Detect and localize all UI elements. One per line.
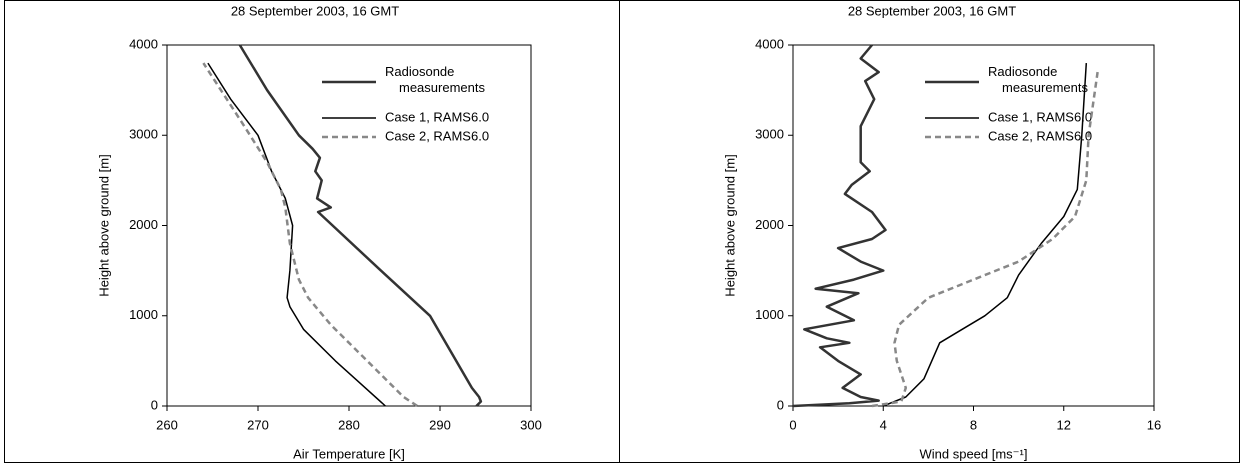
y-tick-label: 4000	[755, 36, 784, 51]
y-tick-label: 0	[151, 397, 158, 412]
chart-title: 28 September 2003, 16 GMT	[231, 3, 399, 18]
series-line	[202, 62, 418, 408]
chart-title: 28 September 2003, 16 GMT	[848, 3, 1016, 18]
plot-frame	[792, 44, 1155, 407]
series-line	[792, 44, 887, 408]
y-tick-label: 2000	[755, 217, 784, 232]
y-tick-label: 1000	[129, 307, 158, 322]
plot-frame	[166, 44, 532, 407]
x-axis-label: Air Temperature [K]	[293, 446, 405, 461]
legend-label: Case 1, RAMS6.0	[385, 109, 489, 124]
x-tick-label: 4	[880, 417, 887, 432]
y-tick-label: 3000	[755, 127, 784, 142]
x-tick-label: 8	[970, 417, 977, 432]
y-tick-label: 4000	[129, 36, 158, 51]
x-tick-label: 290	[429, 417, 451, 432]
x-tick-label: 260	[156, 417, 178, 432]
series-line	[883, 63, 1088, 407]
x-tick-label: 16	[1147, 417, 1161, 432]
y-axis-label: Height above ground [m]	[96, 154, 111, 296]
legend-label: Case 2, RAMS6.0	[988, 128, 1092, 143]
y-tick-label: 2000	[129, 217, 158, 232]
series-line	[238, 44, 483, 407]
x-tick-label: 300	[520, 417, 542, 432]
y-axis-label: Height above ground [m]	[722, 154, 737, 296]
y-tick-label: 0	[777, 397, 784, 412]
legend-label: Radiosonde measurements	[385, 64, 485, 95]
series-line	[871, 71, 1099, 408]
legend-label: Case 2, RAMS6.0	[385, 128, 489, 143]
legend-label: Case 1, RAMS6.0	[988, 109, 1092, 124]
y-tick-label: 1000	[755, 307, 784, 322]
series-line	[207, 62, 386, 407]
panel-border	[619, 0, 1240, 463]
x-tick-label: 280	[338, 417, 360, 432]
legend-label: Radiosonde measurements	[988, 64, 1088, 95]
x-axis-label: Wind speed [ms⁻¹]	[919, 446, 1027, 461]
x-tick-label: 12	[1057, 417, 1071, 432]
x-tick-label: 270	[247, 417, 269, 432]
y-tick-label: 3000	[129, 127, 158, 142]
x-tick-label: 0	[789, 417, 796, 432]
